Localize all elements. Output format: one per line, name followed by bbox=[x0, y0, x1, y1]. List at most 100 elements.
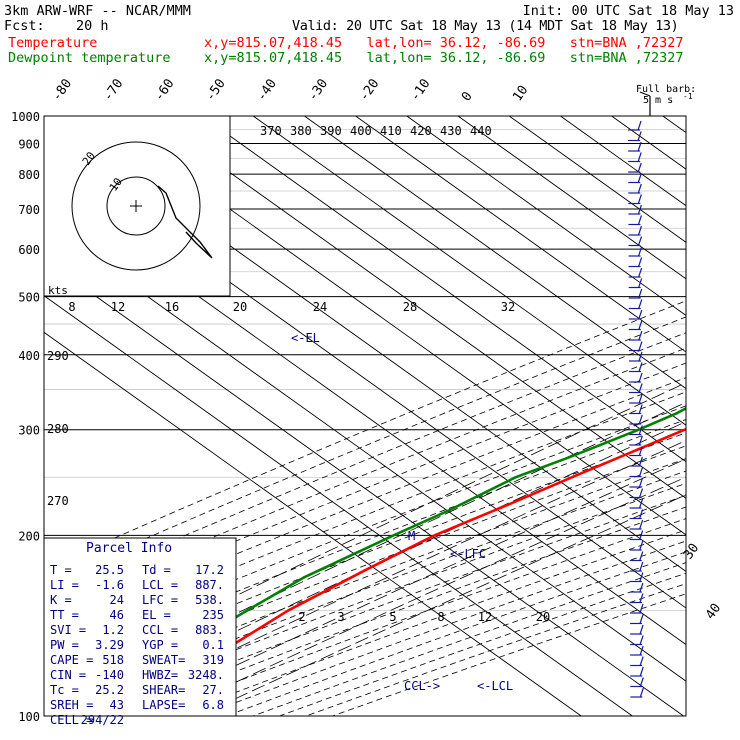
parcel-info-cell: LAPSE= bbox=[142, 698, 185, 712]
forecast-label: Fcst: bbox=[4, 18, 45, 34]
wind-barb-flag bbox=[638, 425, 643, 435]
level-marker-el: <-EL bbox=[291, 331, 320, 345]
wind-barb-flag bbox=[638, 288, 643, 299]
parcel-info-cell: EL = bbox=[142, 608, 171, 622]
plot-frame bbox=[43, 115, 687, 717]
parcel-info-cell: 46 bbox=[110, 608, 124, 622]
level-marker-ccl: CCL-> bbox=[404, 679, 440, 693]
valid-time: Valid: 20 UTC Sat 18 May 13 (14 MDT Sat … bbox=[292, 18, 679, 34]
wind-barb-flag bbox=[638, 330, 643, 341]
moist-adiabat bbox=[44, 382, 686, 691]
knot-scale-label: 24 bbox=[313, 300, 327, 314]
pressure-tick-label: 900 bbox=[18, 137, 40, 151]
isotherm-label: -40 bbox=[254, 76, 280, 104]
parcel-info-cell: 294/22 bbox=[81, 713, 124, 727]
parcel-info-cell: T = bbox=[50, 563, 72, 577]
wind-barbs bbox=[628, 91, 651, 698]
wind-barb-flag bbox=[638, 372, 643, 383]
pressure-tick-label: 500 bbox=[18, 291, 40, 305]
pressure-tick-label: 100 bbox=[18, 710, 40, 724]
wind-barb-flag bbox=[637, 183, 642, 194]
wind-barb-flag bbox=[639, 614, 644, 624]
wind-barb-flag bbox=[637, 152, 642, 162]
barb-legend-exponent: -1 bbox=[683, 92, 693, 101]
parcel-info-cell: -140 bbox=[95, 668, 124, 682]
isotherm-label: -70 bbox=[101, 76, 127, 104]
parcel-info-cell: 0.1 bbox=[202, 638, 224, 652]
isotherm-label: 40 bbox=[703, 601, 724, 622]
wind-barb-flag bbox=[638, 393, 643, 404]
knot-scale-label: 28 bbox=[403, 300, 417, 314]
theta-label: 370 bbox=[260, 124, 282, 138]
wind-barb-flag bbox=[637, 173, 642, 183]
dry-adiabat bbox=[226, 551, 686, 716]
wind-barb-flag bbox=[637, 225, 643, 236]
theta-label: 430 bbox=[440, 124, 462, 138]
isotherm-label: -30 bbox=[305, 76, 331, 104]
knot-scale-label: 16 bbox=[165, 300, 179, 314]
dry-adiabat bbox=[199, 540, 686, 716]
knot-scale-label: 8 bbox=[68, 300, 75, 314]
parcel-info-cell: SREH = bbox=[50, 698, 93, 712]
dry-adiabat bbox=[305, 583, 686, 716]
wind-barb-flag bbox=[639, 582, 644, 593]
wind-barb-flag bbox=[638, 404, 643, 414]
hodograph-ring bbox=[106, 176, 166, 236]
parcel-info-cell: 235 bbox=[202, 608, 224, 622]
wind-barb-flag bbox=[639, 572, 644, 582]
isotherm-line bbox=[508, 116, 686, 243]
mixing-ratio-label: 2 bbox=[298, 610, 305, 624]
parcel-info-cell: 3248. bbox=[188, 668, 224, 682]
temperature-legend: Temperature bbox=[8, 35, 98, 51]
pressure-tick-label: 600 bbox=[18, 243, 40, 257]
mixing-ratio-label: 8 bbox=[437, 610, 444, 624]
wind-barb-flag bbox=[639, 645, 644, 656]
wind-barb-flag bbox=[638, 414, 643, 425]
parcel-info-cell: 25.2 bbox=[95, 683, 124, 697]
wind-barb-flag bbox=[638, 467, 644, 477]
wind-barb-flag bbox=[637, 204, 642, 215]
parcel-info-cell: 538. bbox=[195, 593, 224, 607]
wind-barb-flag bbox=[638, 299, 643, 309]
wind-barb-flag bbox=[637, 131, 642, 141]
parcel-info-cell: 17.2 bbox=[195, 563, 224, 577]
hodograph-ring-label: 20 bbox=[80, 149, 98, 167]
dewpoint-profile-line bbox=[68, 406, 686, 716]
mixing-ratio-label: 12 bbox=[478, 610, 492, 624]
theta-label: 440 bbox=[470, 124, 492, 138]
theta-label: 390 bbox=[320, 124, 342, 138]
parcel-info-cell: CIN = bbox=[50, 668, 86, 682]
wind-barb-flag bbox=[639, 551, 644, 561]
barb-legend-value: 5 m s bbox=[643, 95, 673, 106]
plot-area bbox=[44, 116, 686, 716]
wind-barb-flag bbox=[639, 530, 644, 540]
isotherm-line bbox=[99, 116, 686, 536]
wind-barb-flag bbox=[639, 603, 644, 614]
dry-adiabat bbox=[44, 362, 686, 623]
isotherm-line bbox=[355, 116, 686, 353]
wind-barb-flag bbox=[639, 635, 644, 645]
wind-barb-flag bbox=[638, 456, 643, 467]
wind-barb-flag bbox=[637, 246, 643, 257]
parcel-info-cell: 319 bbox=[202, 653, 224, 667]
wind-barb-flag bbox=[638, 351, 643, 362]
parcel-info-cell: K = bbox=[50, 593, 72, 607]
parcel-info-cell: -1.6 bbox=[95, 578, 124, 592]
isotherm-line bbox=[44, 258, 684, 716]
parcel-info-cell: LFC = bbox=[142, 593, 178, 607]
barb-legend-title: Full barb: bbox=[636, 84, 696, 95]
wind-barb-flag bbox=[638, 383, 643, 393]
wind-barb-flag bbox=[639, 666, 644, 677]
wind-barb-flag bbox=[638, 267, 643, 278]
parcel-info-cell: SWEAT= bbox=[142, 653, 185, 667]
isotherm-label: -20 bbox=[357, 76, 383, 104]
isotherm-line bbox=[457, 116, 686, 280]
height-label: 290 bbox=[47, 349, 69, 363]
dry-adiabat bbox=[173, 529, 686, 716]
wind-barb-flag bbox=[639, 624, 644, 635]
knot-scale-label: 32 bbox=[501, 300, 515, 314]
parcel-info-cell: Td = bbox=[142, 563, 171, 577]
pressure-tick-label: 1000 bbox=[11, 110, 40, 124]
wind-barb-flag bbox=[637, 162, 642, 173]
parcel-info-cell: LI = bbox=[50, 578, 79, 592]
